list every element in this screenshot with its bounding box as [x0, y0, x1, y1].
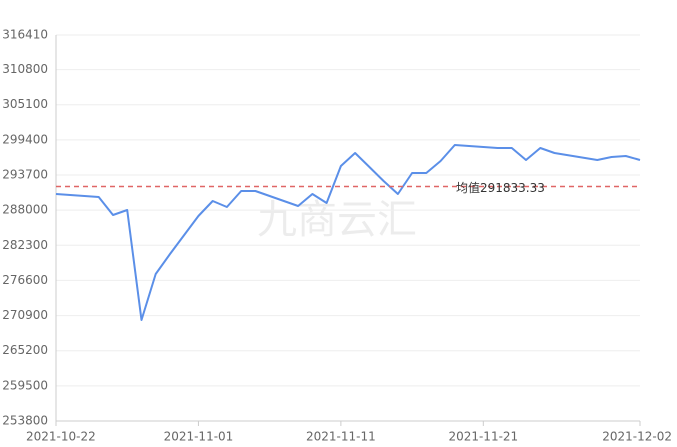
watermark: 九商云汇 [257, 197, 417, 243]
y-tick-label: 293700 [2, 168, 48, 182]
y-tick-label: 253800 [2, 414, 48, 428]
x-tick-label: 2021-11-11 [306, 430, 376, 444]
y-tick-label: 270900 [2, 308, 48, 322]
y-tick-label: 316410 [2, 28, 48, 42]
mean-label: 均值291833.33 [456, 180, 545, 195]
y-tick-label: 265200 [2, 343, 48, 357]
y-tick-label: 276600 [2, 273, 48, 287]
x-tick-label: 2021-12-02 [602, 430, 672, 444]
y-tick-label: 282300 [2, 238, 48, 252]
y-tick-label: 299400 [2, 132, 48, 146]
y-tick-label: 259500 [2, 378, 48, 392]
y-tick-label: 305100 [2, 97, 48, 111]
y-tick-label: 310800 [2, 62, 48, 76]
x-tick-label: 2021-10-22 [26, 430, 96, 444]
y-tick-label: 288000 [2, 203, 48, 217]
x-tick-label: 2021-11-21 [448, 430, 518, 444]
line [55, 144, 641, 321]
x-tick-label: 2021-11-01 [164, 430, 234, 444]
